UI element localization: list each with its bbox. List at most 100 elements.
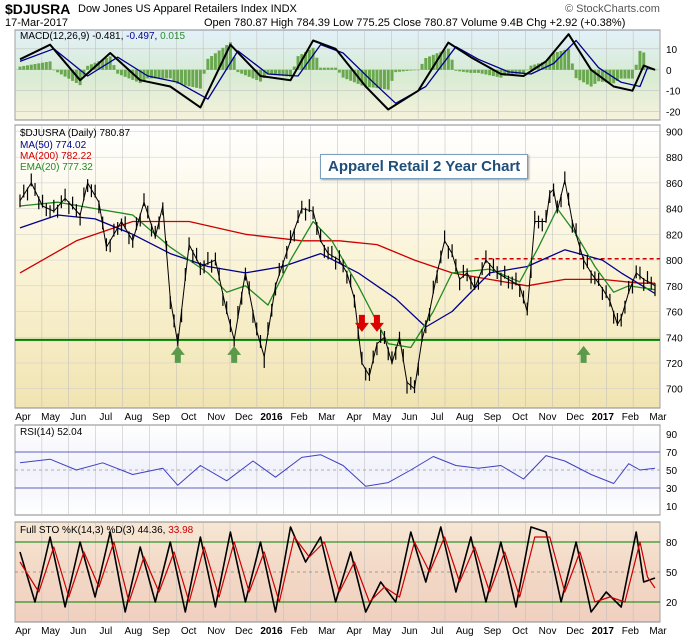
macd-histogram-bar xyxy=(401,69,405,72)
support-arrow-up xyxy=(576,345,591,363)
macd-histogram-bar xyxy=(63,69,67,77)
macd-histogram-bar xyxy=(22,65,26,70)
macd-histogram-bar xyxy=(600,69,604,82)
macd-histogram-bar xyxy=(71,69,75,81)
macd-histogram-bar xyxy=(653,69,657,71)
price-x-label: May xyxy=(372,412,391,423)
macd-histogram-bar xyxy=(262,69,266,79)
macd-histogram-bar xyxy=(334,67,338,70)
macd-histogram-bar xyxy=(473,69,477,73)
macd-histogram-bar xyxy=(416,69,420,71)
macd-histogram-bar xyxy=(292,66,296,70)
macd-histogram-bar xyxy=(608,69,612,83)
price-x-label: Aug xyxy=(125,412,143,423)
sto-label: Full STO %K(14,3) %D(3) 44.36, 33.98 xyxy=(20,525,194,536)
macd-histogram-bar xyxy=(187,69,191,87)
macd-histogram-bar xyxy=(281,69,285,77)
price-tick-label: 900 xyxy=(666,127,683,138)
price-x-label: 2016 xyxy=(260,412,283,423)
sto-x-label: Oct xyxy=(181,626,197,637)
macd-histogram-bar xyxy=(29,64,33,70)
macd-histogram-bar xyxy=(337,69,341,73)
macd-line xyxy=(19,33,656,111)
macd-histogram-bar xyxy=(439,51,443,70)
chart-callout: Apparel Retail 2 Year Chart xyxy=(320,154,529,179)
breakdown-arrow-down xyxy=(354,314,369,332)
price-tick-label: 720 xyxy=(666,359,683,370)
price-x-label: Dec xyxy=(566,412,584,423)
macd-histogram-bar xyxy=(44,62,48,70)
price-x-label: Mar xyxy=(318,412,336,423)
support-arrow-up xyxy=(170,345,185,363)
watermark: © StockCharts.com xyxy=(565,3,660,15)
macd-histogram-bar xyxy=(443,50,447,70)
macd-histogram-bar xyxy=(210,56,214,70)
macd-histogram-bar xyxy=(48,61,52,70)
macd-histogram-bar xyxy=(521,69,525,74)
breakdown-arrow-down xyxy=(369,314,384,332)
sto-x-label: Aug xyxy=(456,626,474,637)
price-x-label: 2017 xyxy=(592,412,615,423)
macd-histogram-bar xyxy=(476,69,480,73)
macd-histogram-bar xyxy=(289,69,293,77)
macd-histogram-bar xyxy=(461,69,465,72)
macd-histogram-bar xyxy=(108,56,112,70)
price-x-label: Jul xyxy=(431,412,444,423)
macd-histogram-bar xyxy=(315,57,319,70)
price-x-label: Oct xyxy=(181,412,197,423)
sto-x-label: Feb xyxy=(290,626,308,637)
macd-histogram-bar xyxy=(18,66,22,70)
macd-histogram-bar xyxy=(277,69,281,76)
macd-histogram-bar xyxy=(319,67,323,70)
macd-histogram-bar xyxy=(619,69,623,79)
sto-k-line xyxy=(19,526,656,613)
macd-histogram-bar xyxy=(375,69,379,89)
macd-histogram-bar xyxy=(574,69,578,79)
macd-histogram-bar xyxy=(612,69,616,84)
macd-tick-label: -20 xyxy=(666,108,681,119)
macd-histogram-bar xyxy=(379,69,383,89)
macd-histogram-bar xyxy=(582,69,586,83)
macd-histogram-bar xyxy=(634,64,638,70)
rsi-tick-label: 90 xyxy=(666,430,678,441)
sto-x-label: Mar xyxy=(649,626,667,637)
macd-histogram-bar xyxy=(409,69,413,71)
macd-histogram-bar xyxy=(127,69,131,79)
macd-histogram-bar xyxy=(161,69,165,79)
macd-histogram-bar xyxy=(341,69,345,78)
macd-histogram-bar xyxy=(465,69,469,73)
macd-histogram-bar xyxy=(97,61,101,70)
macd-histogram-bar xyxy=(26,65,30,70)
sto-x-label: Apr xyxy=(15,626,31,637)
macd-histogram-bar xyxy=(59,69,63,75)
macd-histogram-bar xyxy=(630,69,634,79)
macd-histogram-bar xyxy=(420,63,424,70)
macd-histogram-bar xyxy=(266,69,270,75)
price-tick-label: 860 xyxy=(666,179,683,190)
macd-histogram-bar xyxy=(386,69,390,90)
price-x-label: Apr xyxy=(347,412,363,423)
macd-histogram-bar xyxy=(326,67,330,70)
macd-histogram-bar xyxy=(119,69,123,76)
support-arrow-up xyxy=(227,345,242,363)
price-x-label: Nov xyxy=(207,412,225,423)
price-x-label: Dec xyxy=(235,412,253,423)
sto-x-label: Dec xyxy=(235,626,253,637)
price-x-label: Aug xyxy=(456,412,474,423)
price-tick-label: 840 xyxy=(666,205,683,216)
symbol: $DJUSRA xyxy=(5,1,71,17)
rsi-tick-label: 30 xyxy=(666,484,678,495)
macd-tick-label: 0 xyxy=(666,66,672,77)
macd-histogram-bar xyxy=(413,69,417,71)
macd-signal-line xyxy=(19,39,656,104)
macd-histogram-bar xyxy=(623,69,627,79)
macd-histogram-bar xyxy=(593,69,597,84)
price-x-label: Jun xyxy=(70,412,86,423)
macd-histogram-bar xyxy=(247,69,251,77)
price-x-label: Sep xyxy=(483,412,501,423)
macd-histogram-bar xyxy=(585,69,589,85)
macd-histogram-bar xyxy=(352,69,356,83)
price-x-label: Jul xyxy=(99,412,112,423)
macd-tick-label: 10 xyxy=(666,45,678,56)
macd-histogram-bar xyxy=(469,69,473,73)
